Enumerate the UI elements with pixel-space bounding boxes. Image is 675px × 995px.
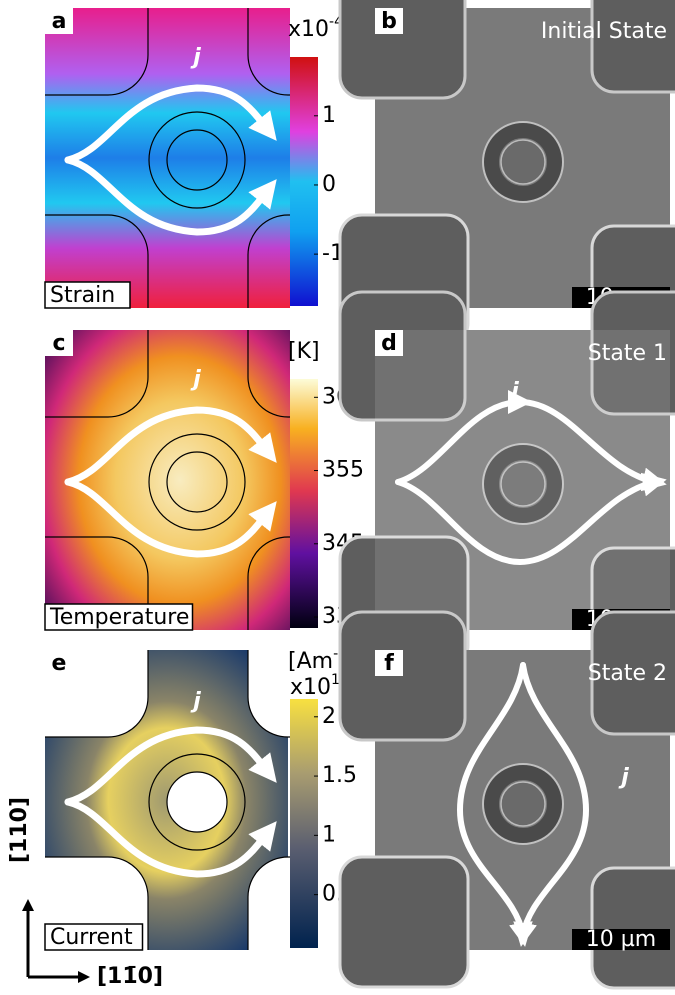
panel-title: State 1 xyxy=(588,341,667,366)
figure: [110] [11̄0] -101x10-4Strainaj10 µmIniti… xyxy=(0,0,675,995)
colorbar-unit: x10-4 xyxy=(288,14,343,42)
panel-label: d xyxy=(381,331,397,356)
caption: Strain xyxy=(50,283,115,308)
micrograph-tint xyxy=(375,330,670,630)
panel-title: State 2 xyxy=(588,661,667,686)
colorbar-tick-label: 1 xyxy=(322,103,336,128)
caption: Temperature xyxy=(49,605,189,630)
axis-label: [11̄0] xyxy=(97,964,163,989)
colorbar xyxy=(290,699,318,948)
unit-text: x10 xyxy=(288,17,329,42)
caption: Current xyxy=(50,925,133,950)
colorbar-tick-label: 2 xyxy=(322,704,336,729)
colorbar-tick-label: 355 xyxy=(322,458,364,483)
panel-label: f xyxy=(384,651,394,676)
panel-label: e xyxy=(52,651,67,676)
unit-text: [Am xyxy=(288,649,333,674)
panel-label: c xyxy=(52,331,65,356)
panel-label: a xyxy=(52,9,67,34)
panel: 0.511.52[Am-2]x1012Currentej xyxy=(45,646,357,950)
multiplier-text: x10 xyxy=(290,675,331,700)
colorbar xyxy=(290,57,318,306)
colorbar-tick-label: 0 xyxy=(322,172,336,197)
colorbar-unit: [K] xyxy=(288,339,320,364)
colorbar-tick-label: 1 xyxy=(322,822,336,847)
scale-bar-label: 10 µm xyxy=(586,927,656,952)
colorbar-tick-label: 1.5 xyxy=(322,763,357,788)
axis-label: [110] xyxy=(7,797,32,863)
unit-text: [K] xyxy=(288,339,320,364)
colorbar xyxy=(290,379,318,628)
panel-label: b xyxy=(381,9,397,34)
panel-title: Initial State xyxy=(541,19,667,44)
